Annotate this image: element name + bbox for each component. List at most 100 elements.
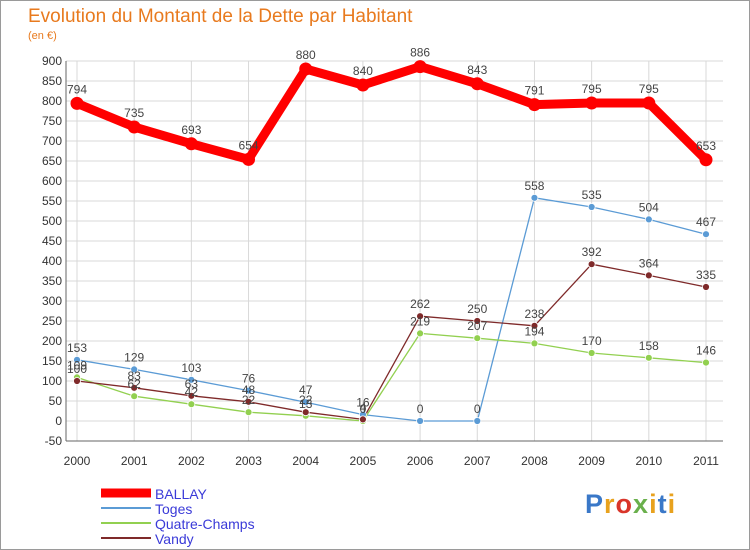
- data-label: 653: [696, 139, 716, 153]
- data-point: [530, 339, 539, 348]
- data-point: [187, 400, 196, 409]
- series-line: [76, 332, 707, 422]
- data-point: [244, 408, 253, 417]
- y-tick-label: 750: [42, 114, 62, 128]
- data-point: [413, 60, 427, 74]
- data-point: [416, 417, 424, 425]
- data-label: 22: [299, 393, 313, 407]
- data-point: [699, 153, 713, 167]
- x-tick-label: 2009: [578, 454, 605, 468]
- data-label: 129: [124, 350, 144, 364]
- data-point: [73, 377, 81, 385]
- logo-letter: t: [657, 489, 668, 519]
- data-point: [473, 417, 482, 425]
- y-tick-label: 350: [42, 274, 62, 288]
- y-tick-label: 600: [42, 174, 62, 188]
- data-label: 250: [467, 302, 487, 316]
- data-label: 504: [639, 200, 659, 214]
- data-point: [587, 203, 596, 211]
- plot-area: [66, 61, 723, 441]
- data-point: [187, 375, 196, 384]
- y-tick-label: 550: [42, 194, 62, 208]
- x-tick-label: 2006: [407, 454, 434, 468]
- logo-letter: P: [585, 489, 605, 519]
- data-point: [301, 408, 310, 417]
- data-label: 467: [696, 215, 716, 229]
- y-tick-label: 900: [42, 54, 62, 68]
- data-point: [356, 78, 370, 92]
- data-label: 109: [67, 358, 87, 372]
- data-point: [644, 353, 653, 362]
- x-tick-label: 2005: [350, 454, 377, 468]
- y-tick-label: 800: [42, 94, 62, 108]
- y-tick-label: 500: [42, 214, 62, 228]
- data-label: 795: [639, 82, 659, 96]
- data-point: [416, 312, 424, 321]
- data-point: [244, 386, 253, 395]
- data-label: 654: [239, 138, 259, 152]
- data-label: 194: [524, 324, 544, 338]
- y-tick-label: 100: [42, 374, 62, 388]
- data-label: 170: [582, 334, 602, 348]
- y-tick-label: 700: [42, 134, 62, 148]
- proxiti-logo: Proxiti: [585, 489, 676, 520]
- data-point: [299, 62, 313, 76]
- data-point: [473, 334, 482, 343]
- data-point: [70, 96, 84, 110]
- y-tick-label: -50: [45, 434, 63, 448]
- data-point: [301, 398, 310, 407]
- y-tick-label: 250: [42, 314, 62, 328]
- data-label: 0: [474, 402, 481, 416]
- chart-title: Evolution du Montant de la Dette par Hab…: [28, 6, 413, 27]
- data-label: 22: [242, 393, 256, 407]
- data-point: [184, 137, 198, 151]
- series-line: [75, 62, 710, 164]
- data-point: [473, 317, 482, 325]
- y-tick-label: 850: [42, 74, 62, 88]
- x-tick-label: 2007: [464, 454, 491, 468]
- x-tick-label: 2010: [635, 454, 662, 468]
- data-point: [127, 120, 141, 134]
- data-point: [73, 355, 81, 364]
- logo-letter: o: [615, 489, 634, 519]
- data-point: [587, 260, 596, 269]
- data-point: [644, 215, 653, 224]
- data-point: [585, 96, 599, 110]
- data-point: [244, 397, 253, 406]
- x-tick-label: 2011: [693, 454, 719, 468]
- logo-letter: x: [633, 489, 650, 519]
- data-label: 13: [299, 397, 313, 411]
- data-label: 153: [67, 341, 87, 355]
- data-point: [702, 283, 710, 291]
- data-label: 791: [524, 84, 544, 98]
- logo-letter: i: [649, 489, 658, 519]
- data-label: 238: [524, 307, 544, 321]
- data-label: 886: [410, 46, 430, 60]
- data-point: [702, 230, 710, 239]
- data-label: 83: [128, 369, 142, 383]
- y-tick-label: 650: [42, 154, 62, 168]
- chart-subtitle: (en €): [28, 30, 57, 42]
- legend-label: Vandy: [155, 531, 194, 547]
- data-point: [416, 329, 424, 338]
- data-point: [530, 193, 539, 202]
- data-label: 47: [299, 383, 313, 397]
- y-tick-label: 0: [55, 414, 62, 428]
- y-tick-label: 450: [42, 234, 62, 248]
- data-point: [130, 365, 139, 374]
- data-label: 335: [696, 268, 716, 282]
- x-tick-label: 2008: [521, 454, 548, 468]
- data-label: 794: [67, 82, 87, 96]
- data-point: [242, 152, 256, 166]
- data-point: [642, 96, 656, 110]
- data-label: 558: [524, 179, 544, 193]
- data-point: [644, 271, 653, 280]
- data-label: 146: [696, 344, 716, 358]
- data-label: 843: [467, 63, 487, 77]
- y-tick-label: 50: [49, 394, 63, 408]
- data-point: [359, 415, 367, 424]
- x-tick-label: 2002: [178, 454, 205, 468]
- data-point: [130, 383, 139, 392]
- x-tick-label: 2003: [235, 454, 262, 468]
